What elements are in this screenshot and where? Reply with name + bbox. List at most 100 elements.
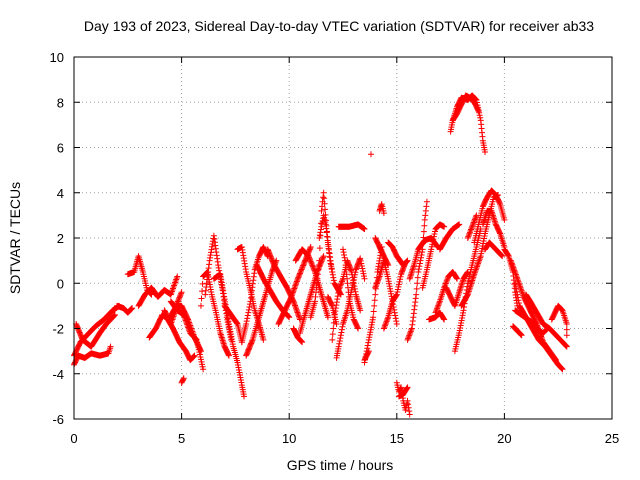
data-point <box>318 207 325 214</box>
y-tick-label: -6 <box>52 412 64 427</box>
data-point <box>416 260 423 267</box>
data-point <box>477 114 484 121</box>
data-point <box>225 352 232 359</box>
data-point <box>317 226 324 233</box>
data-point <box>327 257 334 264</box>
data-point <box>352 269 359 276</box>
x-tick-label: 25 <box>605 431 619 446</box>
data-point <box>351 271 358 278</box>
data-point <box>330 274 337 281</box>
data-point <box>357 307 364 314</box>
data-point <box>336 285 343 292</box>
data-point <box>472 215 479 222</box>
data-point <box>499 253 506 260</box>
data-point <box>309 262 316 269</box>
data-point <box>358 262 365 269</box>
data-point <box>444 276 451 283</box>
data-point <box>466 230 473 237</box>
data-point <box>359 268 366 275</box>
data-point <box>374 279 381 286</box>
data-point <box>423 203 430 210</box>
data-point <box>371 302 378 309</box>
data-point <box>329 331 336 338</box>
data-point <box>319 255 326 262</box>
y-tick-label: 8 <box>57 95 64 110</box>
data-point <box>354 324 361 331</box>
data-point <box>454 275 461 282</box>
data-point <box>341 254 348 261</box>
data-point <box>384 317 391 324</box>
data-point <box>416 263 423 270</box>
data-point <box>513 285 520 292</box>
data-point <box>563 343 570 350</box>
data-point <box>434 305 441 312</box>
data-point <box>111 311 118 318</box>
y-tick-label: 0 <box>57 276 64 291</box>
data-point <box>405 335 412 342</box>
data-point <box>335 287 342 294</box>
data-point <box>471 218 478 225</box>
data-point <box>178 290 185 297</box>
data-point <box>380 325 387 332</box>
data-point <box>391 309 398 316</box>
data-point <box>563 326 570 333</box>
data-point <box>350 279 357 286</box>
data-point <box>372 291 379 298</box>
data-point <box>421 216 428 223</box>
data-point <box>436 299 443 306</box>
data-point <box>414 274 421 281</box>
data-point <box>385 262 392 269</box>
data-point <box>316 232 323 239</box>
data-point <box>404 258 411 265</box>
data-point <box>320 194 327 201</box>
data-point <box>246 301 253 308</box>
data-point <box>365 349 372 356</box>
data-point <box>361 275 368 282</box>
data-point <box>294 275 301 282</box>
data-point <box>296 270 303 277</box>
data-point <box>498 251 505 258</box>
data-point <box>562 342 569 349</box>
data-point <box>336 337 343 344</box>
data-point <box>441 223 448 230</box>
data-point <box>306 254 313 261</box>
data-point <box>443 277 450 284</box>
axis-ticks: 0 5 10 15 20 25 -6 -4 -2 0 2 4 6 8 10 <box>50 50 620 446</box>
data-point <box>295 274 302 281</box>
data-point <box>299 265 306 272</box>
data-point <box>245 309 252 316</box>
data-point <box>306 255 313 262</box>
data-point <box>360 270 367 277</box>
data-point <box>110 313 117 320</box>
y-tick-label: 4 <box>57 186 64 201</box>
data-point <box>392 312 399 319</box>
data-point <box>415 268 422 275</box>
data-point <box>367 151 374 158</box>
data-point <box>329 268 336 275</box>
data-point <box>190 353 197 360</box>
data-point <box>330 277 337 284</box>
data-point <box>397 276 404 283</box>
data-point <box>421 222 428 229</box>
data-point <box>328 263 335 270</box>
data-point <box>433 308 440 315</box>
data-point <box>309 263 316 270</box>
data-point <box>321 200 328 207</box>
y-tick-label: -2 <box>52 322 64 337</box>
data-point <box>405 401 412 408</box>
data-point <box>328 266 335 273</box>
data-point <box>403 258 410 265</box>
data-point <box>178 289 185 296</box>
x-tick-label: 0 <box>70 431 77 446</box>
data-point <box>428 243 435 250</box>
data-point <box>337 335 344 342</box>
data-point <box>393 318 400 325</box>
data-point <box>512 280 519 287</box>
data-point <box>193 336 200 343</box>
data-point <box>352 288 359 295</box>
data-point <box>373 280 380 287</box>
data-point <box>370 314 377 321</box>
data-point <box>394 289 401 296</box>
data-point <box>475 107 482 114</box>
data-point <box>295 273 302 280</box>
